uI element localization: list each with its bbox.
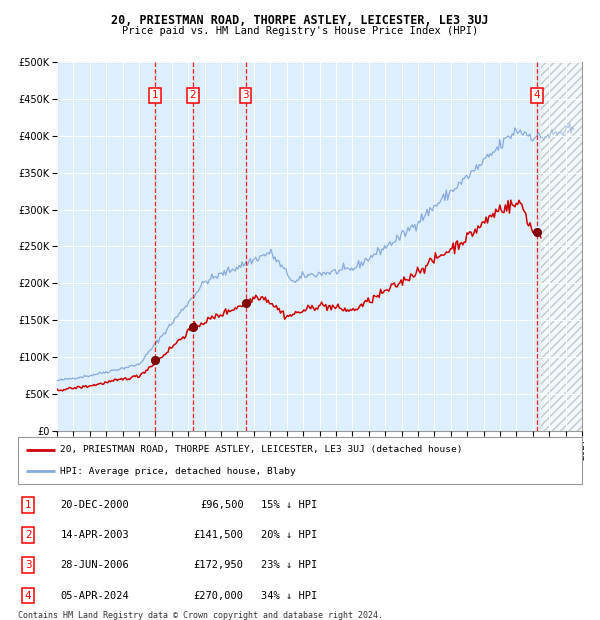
Text: 3: 3 xyxy=(242,90,249,100)
Text: 1: 1 xyxy=(25,500,31,510)
Bar xyxy=(541,62,582,431)
Text: 20% ↓ HPI: 20% ↓ HPI xyxy=(260,530,317,540)
Text: 15% ↓ HPI: 15% ↓ HPI xyxy=(260,500,317,510)
Text: 14-APR-2003: 14-APR-2003 xyxy=(60,530,129,540)
Text: £172,950: £172,950 xyxy=(194,560,244,570)
Text: 3: 3 xyxy=(25,560,31,570)
Text: £96,500: £96,500 xyxy=(200,500,244,510)
Text: 2: 2 xyxy=(25,530,31,540)
FancyBboxPatch shape xyxy=(18,437,582,484)
Text: 20-DEC-2000: 20-DEC-2000 xyxy=(60,500,129,510)
Text: 34% ↓ HPI: 34% ↓ HPI xyxy=(260,590,317,601)
Text: 23% ↓ HPI: 23% ↓ HPI xyxy=(260,560,317,570)
Text: HPI: Average price, detached house, Blaby: HPI: Average price, detached house, Blab… xyxy=(60,466,296,476)
Text: 4: 4 xyxy=(25,590,31,601)
Text: 20, PRIESTMAN ROAD, THORPE ASTLEY, LEICESTER, LE3 3UJ (detached house): 20, PRIESTMAN ROAD, THORPE ASTLEY, LEICE… xyxy=(60,445,463,454)
Text: 1: 1 xyxy=(152,90,158,100)
Text: 28-JUN-2006: 28-JUN-2006 xyxy=(60,560,129,570)
Text: 20, PRIESTMAN ROAD, THORPE ASTLEY, LEICESTER, LE3 3UJ: 20, PRIESTMAN ROAD, THORPE ASTLEY, LEICE… xyxy=(111,14,489,27)
Text: Contains HM Land Registry data © Crown copyright and database right 2024.
This d: Contains HM Land Registry data © Crown c… xyxy=(18,611,383,620)
Text: 4: 4 xyxy=(534,90,541,100)
Text: 2: 2 xyxy=(190,90,196,100)
Text: £270,000: £270,000 xyxy=(194,590,244,601)
Text: 05-APR-2024: 05-APR-2024 xyxy=(60,590,129,601)
Text: Price paid vs. HM Land Registry's House Price Index (HPI): Price paid vs. HM Land Registry's House … xyxy=(122,26,478,36)
Text: £141,500: £141,500 xyxy=(194,530,244,540)
Bar xyxy=(541,62,582,431)
